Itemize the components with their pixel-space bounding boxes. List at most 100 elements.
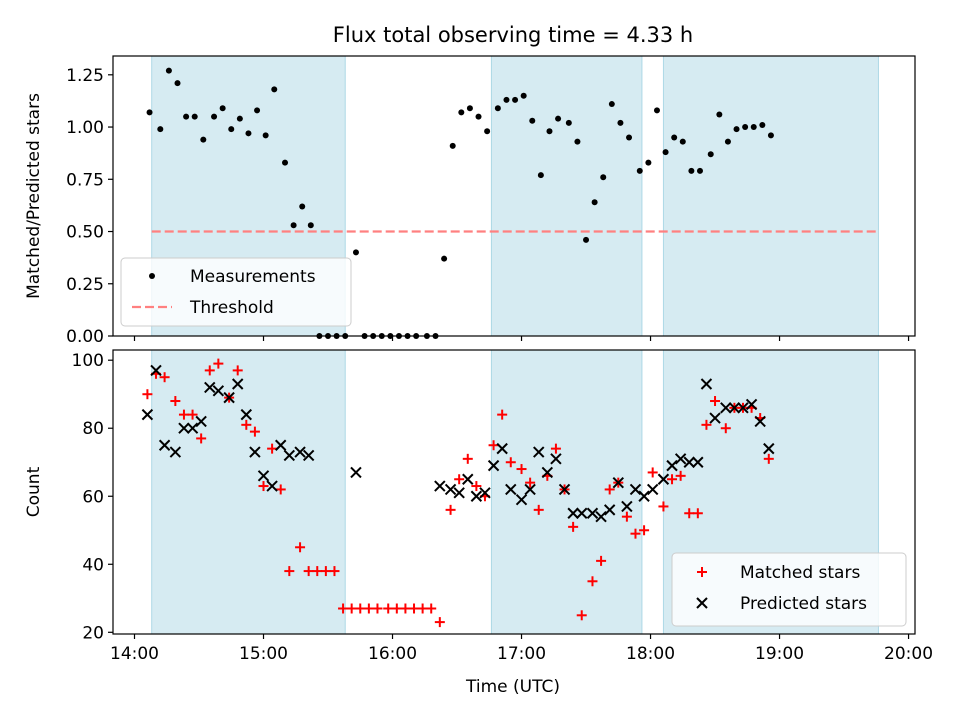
predicted-marker-b [186,422,199,434]
predicted-marker-b [275,439,287,451]
legend-matched-label: Matched stars [740,563,860,583]
predicted-marker-b [737,402,749,414]
predicted-marker-b [558,483,571,496]
predicted-star-point [434,480,446,492]
matched-star-point [409,603,420,614]
predicted-star-point [754,415,766,428]
predicted-marker-b [257,470,270,482]
predicted-star-point [150,364,162,377]
predicted-marker-b [576,507,588,519]
measurement-point [200,136,207,143]
matched-star-point [363,603,374,614]
legend-threshold-label: Threshold [189,298,274,318]
predicted-star-point [275,439,287,451]
matched-star-point [692,508,703,519]
matched-star-point [471,481,482,492]
measurement-point [466,105,473,112]
predicted-star-point [212,385,225,397]
predicted-star-point [240,408,253,421]
matched-star-point [658,501,669,512]
matched-star-point [639,525,650,536]
measurement-point [146,109,153,116]
predicted-star-point [541,466,554,479]
matched-star-point [525,477,536,488]
predicted-star-point [302,449,315,462]
predicted-marker-b [745,398,758,411]
y-tick-label: 40 [82,555,104,575]
predicted-star-point [666,459,678,472]
matched-star-point [355,603,366,614]
x-tick-label: 20:00 [884,644,933,664]
predicted-star-point [657,473,670,485]
measurement-point [733,126,740,133]
matched-star-point [241,419,252,430]
predicted-star-point [178,422,190,434]
matched-star-point [445,504,456,515]
predicted-star-point [479,487,491,499]
x-tick-label: 15:00 [239,644,288,664]
measurement-point [458,109,465,116]
predicted-marker-b [158,439,171,451]
predicted-marker-b [754,415,766,428]
x-tick-label: 19:00 [755,644,804,664]
measurement-point [707,151,714,158]
count-legend: Matched stars Predicted stars [671,552,907,627]
measurement-point [529,117,536,124]
predicted-marker-b [141,408,154,421]
matched-star-point [434,617,445,628]
predicted-marker-b [541,466,554,479]
matched-star-point [170,396,181,407]
predicted-star-point [621,500,633,513]
matched-star-point [142,389,153,400]
matched-star-point [204,365,215,376]
measurement-point [352,249,359,256]
predicted-marker-b [709,412,721,424]
predicted-star-point [444,483,457,496]
matched-star-point [604,484,615,495]
matched-star-point [417,603,428,614]
y-tick-label: 0.50 [66,223,104,243]
measurement-point [662,149,669,156]
matched-star-point [497,409,508,420]
predicted-star-point [294,446,306,458]
predicted-marker-b [763,442,775,455]
measurement-point [174,80,181,87]
matched-star-point [710,396,721,407]
matched-star-point [576,610,587,621]
matched-star-point [400,603,411,614]
predicted-marker-b [444,483,457,496]
predicted-star-point [266,480,278,492]
matched-star-point [159,372,170,383]
predicted-marker-b [178,422,190,434]
predicted-star-point [223,391,235,404]
predicted-marker-b [515,493,528,506]
x-axis-label: Time (UTC) [465,677,560,697]
matched-star-point [587,576,598,587]
predicted-star-point [169,446,182,458]
predicted-star-point [550,453,562,465]
predicted-star-point [700,378,713,390]
measurement-point [254,107,261,114]
y-tick-label: 1.25 [66,66,104,86]
matched-star-point [372,603,383,614]
matched-star-point [763,453,774,464]
measurement-point [742,124,749,131]
predicted-star-point [692,456,704,468]
measurement-point [520,92,527,99]
predicted-marker-b [204,381,216,394]
matched-star-point [630,528,641,539]
matched-star-point [488,440,499,451]
measurement-point [183,113,190,120]
predicted-star-point [283,449,296,462]
legend-predicted-label: Predicted stars [740,594,867,614]
predicted-marker-b [212,385,225,397]
predicted-star-point [595,510,607,523]
x-tick-label: 14:00 [110,644,159,664]
predicted-marker-b [240,408,253,421]
predicted-marker-b [629,483,642,496]
predicted-marker-b [550,453,562,465]
predicted-marker-b [621,500,633,513]
matched-star-point [258,481,269,492]
measurement-point [555,115,562,122]
